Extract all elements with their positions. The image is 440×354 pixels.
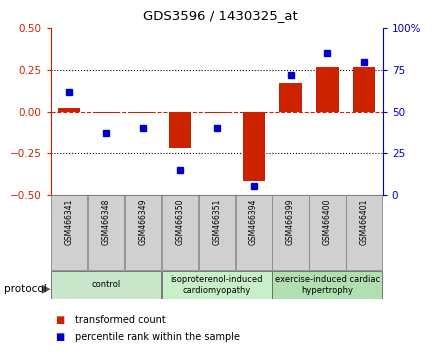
Text: GSM466394: GSM466394 [249,199,258,245]
FancyBboxPatch shape [309,195,345,270]
Text: GSM466399: GSM466399 [286,199,295,245]
Text: GSM466349: GSM466349 [138,199,147,245]
Text: control: control [92,280,121,290]
Bar [242,112,265,181]
FancyBboxPatch shape [125,195,161,270]
FancyBboxPatch shape [162,195,198,270]
Text: GSM466341: GSM466341 [65,199,73,245]
FancyBboxPatch shape [346,195,382,270]
Bar [205,112,228,113]
Bar [132,112,154,113]
Text: ■: ■ [55,332,64,342]
FancyBboxPatch shape [51,195,87,270]
Text: GSM466348: GSM466348 [102,199,110,245]
Text: isoproterenol-induced
cardiomyopathy: isoproterenol-induced cardiomyopathy [170,275,263,295]
Polygon shape [42,285,51,294]
Bar [353,67,375,112]
Text: GSM466400: GSM466400 [323,199,332,245]
Bar [316,67,338,112]
FancyBboxPatch shape [162,272,271,298]
Text: GDS3596 / 1430325_at: GDS3596 / 1430325_at [143,9,297,22]
Text: percentile rank within the sample: percentile rank within the sample [75,332,240,342]
FancyBboxPatch shape [51,272,161,298]
Text: GSM466401: GSM466401 [360,199,369,245]
FancyBboxPatch shape [272,195,308,270]
Bar [279,83,301,112]
Text: GSM466350: GSM466350 [175,199,184,245]
Text: ■: ■ [55,315,64,325]
Text: transformed count: transformed count [75,315,165,325]
Bar [58,108,80,112]
FancyBboxPatch shape [235,195,271,270]
FancyBboxPatch shape [272,272,382,298]
Bar [169,112,191,148]
Text: protocol: protocol [4,284,47,294]
FancyBboxPatch shape [88,195,124,270]
FancyBboxPatch shape [198,195,235,270]
Text: GSM466351: GSM466351 [212,199,221,245]
Bar [95,112,117,113]
Text: exercise-induced cardiac
hypertrophy: exercise-induced cardiac hypertrophy [275,275,380,295]
